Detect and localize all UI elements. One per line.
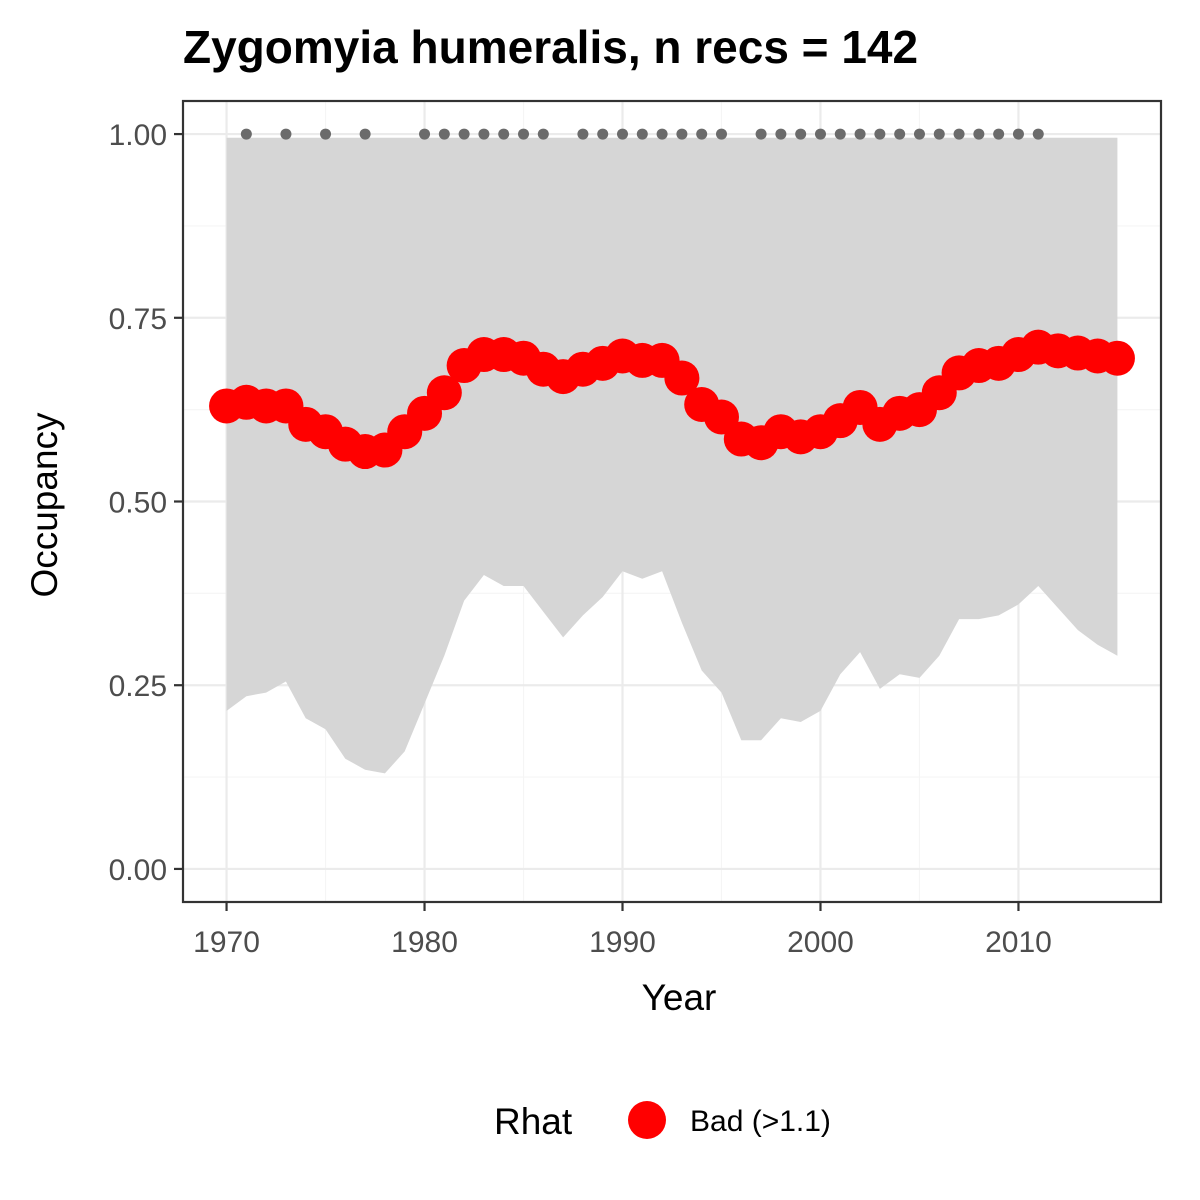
record-dot — [478, 128, 490, 140]
legend: Rhat Bad (>1.1) — [494, 1101, 831, 1142]
record-dots — [240, 128, 1044, 140]
mean-point — [664, 360, 700, 396]
record-dot — [518, 128, 530, 140]
legend-title: Rhat — [494, 1101, 573, 1142]
record-dot — [537, 128, 549, 140]
record-dot — [854, 128, 866, 140]
record-dot — [715, 128, 727, 140]
chart-title: Zygomyia humeralis, n recs = 142 — [183, 21, 918, 73]
record-dot — [458, 128, 470, 140]
record-dot — [438, 128, 450, 140]
record-dot — [359, 128, 371, 140]
record-dot — [1032, 128, 1044, 140]
y-tick-label: 1.00 — [109, 119, 167, 152]
x-axis-ticks: 1970 1980 1990 2000 2010 — [193, 902, 1052, 959]
record-dot — [240, 128, 252, 140]
x-tick-label: 1970 — [193, 926, 260, 959]
credible-interval-ribbon — [226, 137, 1118, 774]
record-dot — [993, 128, 1005, 140]
x-axis-title: Year — [642, 977, 717, 1018]
y-axis-title: Occupancy — [24, 412, 65, 598]
record-dot — [597, 128, 609, 140]
record-dot — [617, 128, 629, 140]
y-tick-label: 0.75 — [109, 303, 167, 336]
record-dot — [656, 128, 668, 140]
record-dot — [696, 128, 708, 140]
mean-point — [1099, 340, 1135, 376]
record-dot — [755, 128, 767, 140]
record-dot — [775, 128, 787, 140]
record-dot — [973, 128, 985, 140]
x-tick-label: 2000 — [787, 926, 854, 959]
record-dot — [874, 128, 886, 140]
record-dot — [814, 128, 826, 140]
record-dot — [636, 128, 648, 140]
x-tick-label: 1980 — [391, 926, 458, 959]
record-dot — [320, 128, 332, 140]
record-dot — [933, 128, 945, 140]
record-dot — [1012, 128, 1024, 140]
record-dot — [676, 128, 688, 140]
record-dot — [419, 128, 431, 140]
legend-key-bad — [628, 1101, 666, 1139]
record-dot — [894, 128, 906, 140]
record-dot — [577, 128, 589, 140]
y-tick-label: 0.50 — [109, 487, 167, 520]
x-tick-label: 1990 — [589, 926, 656, 959]
record-dot — [834, 128, 846, 140]
record-dot — [280, 128, 292, 140]
x-tick-label: 2010 — [985, 926, 1052, 959]
record-dot — [913, 128, 925, 140]
y-tick-label: 0.25 — [109, 670, 167, 703]
mean-point — [426, 375, 462, 411]
legend-label-bad: Bad (>1.1) — [690, 1105, 831, 1138]
y-axis-ticks: 0.00 0.25 0.50 0.75 1.00 — [109, 119, 183, 887]
record-dot — [498, 128, 510, 140]
record-dot — [953, 128, 965, 140]
record-dot — [795, 128, 807, 140]
mean-occupancy-points — [209, 329, 1135, 470]
y-tick-label: 0.00 — [109, 854, 167, 887]
